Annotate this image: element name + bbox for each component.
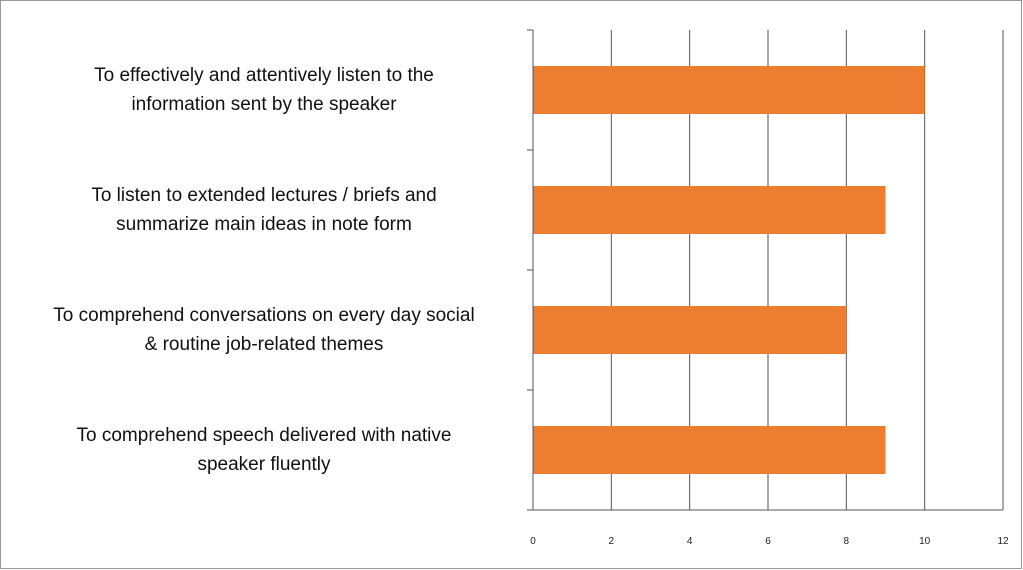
x-tick-label: 12	[997, 536, 1009, 547]
y-tick-label: To comprehend speech delivered with nati…	[76, 425, 452, 475]
x-tick-label: 4	[687, 536, 693, 547]
x-tick-label: 10	[919, 536, 931, 547]
x-tick-label: 0	[530, 536, 536, 547]
x-tick-label: 8	[844, 536, 850, 547]
bar	[533, 66, 925, 114]
bar	[533, 306, 847, 354]
y-tick-label: To listen to extended lectures / briefs …	[91, 185, 437, 235]
x-tick-label: 2	[609, 536, 615, 547]
y-tick-label: To effectively and attentively listen to…	[94, 65, 434, 115]
x-tick-label: 6	[765, 536, 771, 547]
bar	[533, 426, 886, 474]
y-tick-label: To comprehend conversations on every day…	[53, 305, 475, 355]
bar	[533, 186, 886, 234]
